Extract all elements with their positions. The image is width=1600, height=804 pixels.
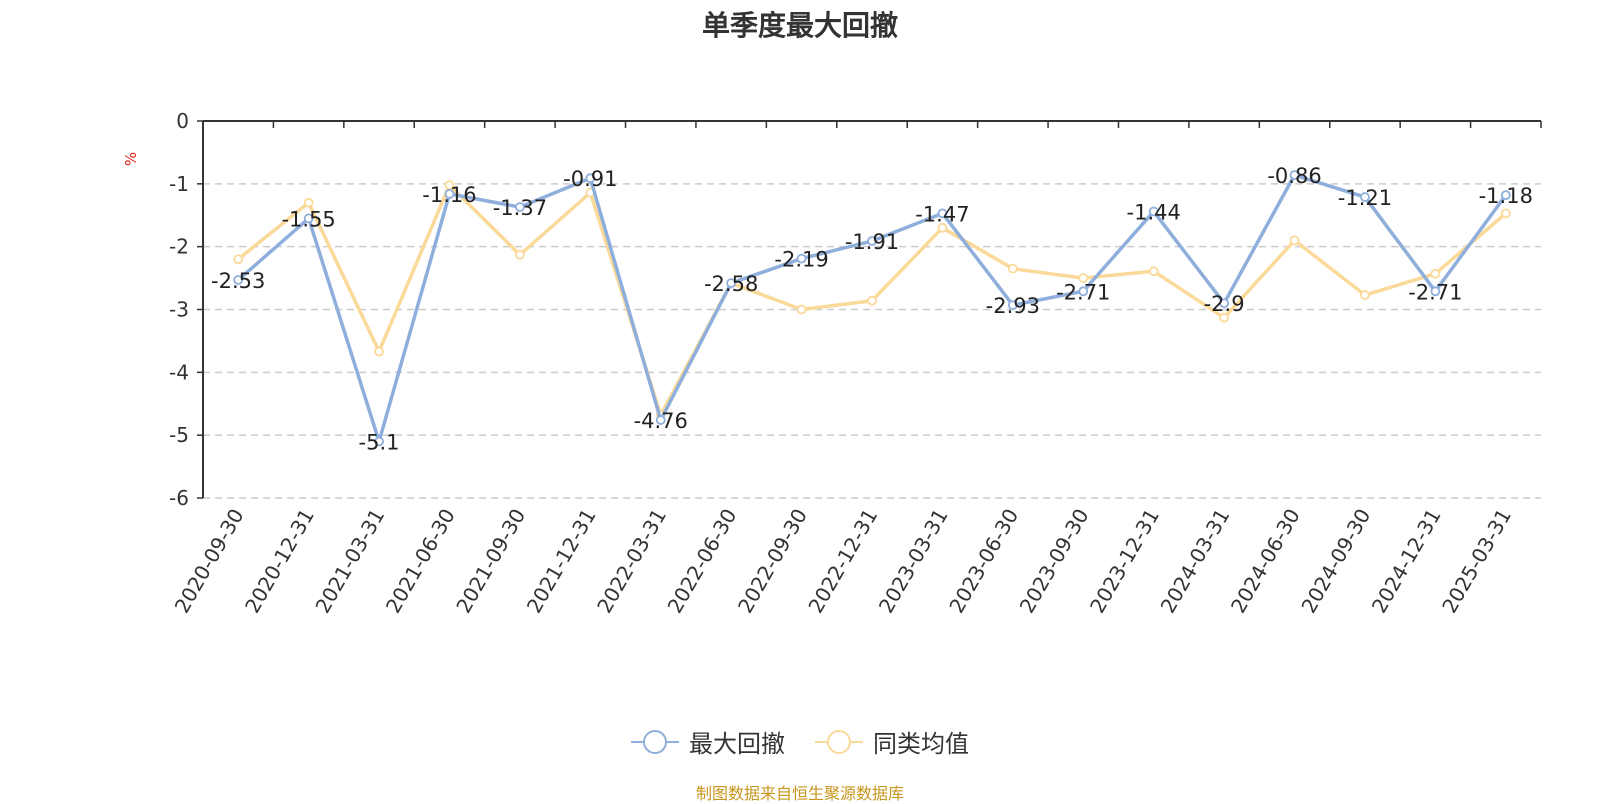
data-point-peer-average xyxy=(937,222,948,233)
x-tick-label: 2020-09-30 xyxy=(170,505,249,618)
x-tick-label: 2021-03-31 xyxy=(310,505,389,618)
data-point-max-drawdown xyxy=(655,415,666,425)
data-point-peer-average xyxy=(1500,208,1511,219)
x-tick-label: 2020-12-31 xyxy=(240,505,319,618)
x-tick-label: 2024-06-30 xyxy=(1226,505,1305,618)
data-point-max-drawdown xyxy=(796,253,807,264)
data-label: -2.58 xyxy=(704,272,758,296)
data-point-max-drawdown xyxy=(726,278,737,289)
data-label: -2.71 xyxy=(1408,280,1462,304)
data-label: -1.91 xyxy=(845,230,899,254)
data-label: -2.53 xyxy=(211,269,265,293)
series-line-max-drawdown xyxy=(237,173,1508,444)
x-tick-label: 2023-03-31 xyxy=(874,505,953,618)
data-label: -2.93 xyxy=(986,294,1040,318)
data-source-note: 制图数据来自恒生聚源数据库 xyxy=(695,784,904,803)
data-label: -1.55 xyxy=(281,207,335,231)
data-point-peer-average xyxy=(233,254,244,265)
x-tick-label: 2025-03-31 xyxy=(1437,505,1516,618)
data-point-max-drawdown xyxy=(444,188,455,199)
data-point-peer-average xyxy=(1360,290,1370,300)
legend: 最大回撤 同类均值 xyxy=(0,724,1600,759)
data-point-peer-average xyxy=(1430,268,1441,279)
data-label: -2.71 xyxy=(1056,280,1110,304)
data-point-max-drawdown xyxy=(1500,190,1511,201)
data-label: -1.16 xyxy=(422,183,476,207)
y-tick-label: -3 xyxy=(169,298,189,322)
legend-label-max-drawdown: 最大回撤 xyxy=(689,730,785,758)
x-tick-label: 2021-09-30 xyxy=(451,505,530,618)
y-tick-label: -5 xyxy=(169,423,189,447)
y-tick-label: 0 xyxy=(176,109,189,133)
y-tick-label: -1 xyxy=(169,172,189,196)
data-point-peer-average xyxy=(1078,273,1089,283)
y-tick-label: -6 xyxy=(169,486,189,510)
data-point-peer-average xyxy=(1289,235,1300,246)
y-tick-label: -2 xyxy=(169,235,189,259)
data-label: -1.47 xyxy=(915,202,969,226)
legend-swatch-peer-average xyxy=(815,729,863,755)
data-point-max-drawdown xyxy=(585,173,596,184)
y-tick-label: -4 xyxy=(169,360,189,384)
data-point-peer-average xyxy=(1219,312,1230,323)
data-point-peer-average xyxy=(1148,266,1159,277)
data-point-peer-average xyxy=(514,249,525,260)
legend-swatch-max-drawdown xyxy=(631,729,679,755)
data-label: -1.21 xyxy=(1338,186,1392,210)
data-point-max-drawdown xyxy=(514,202,525,212)
chart-title: 单季度最大回撤 xyxy=(701,9,898,42)
data-label: -2.9 xyxy=(1204,292,1245,316)
x-tick-label: 2024-09-30 xyxy=(1296,505,1375,618)
x-tick-label: 2022-06-30 xyxy=(663,505,742,618)
data-point-max-drawdown xyxy=(1219,298,1230,309)
data-point-max-drawdown xyxy=(374,436,384,447)
x-tick-label: 2022-09-30 xyxy=(733,505,812,618)
data-label: -0.91 xyxy=(563,167,617,191)
x-tick-label: 2024-12-31 xyxy=(1367,505,1446,618)
data-point-peer-average xyxy=(1007,263,1018,274)
x-tick-label: 2023-09-30 xyxy=(1015,505,1094,618)
data-point-peer-average xyxy=(796,304,807,315)
x-tick-label: 2022-12-31 xyxy=(803,505,882,618)
legend-item-max-drawdown[interactable]: 最大回撤 xyxy=(631,724,785,759)
data-label: -1.37 xyxy=(493,196,547,220)
x-tick-label: 2024-03-31 xyxy=(1156,505,1235,618)
x-tick-label: 2021-12-31 xyxy=(522,505,601,618)
data-point-max-drawdown xyxy=(1360,192,1370,202)
data-point-max-drawdown xyxy=(937,208,948,219)
x-tick-label: 2022-03-31 xyxy=(592,505,671,618)
data-point-max-drawdown xyxy=(1007,300,1018,311)
x-tick-label: 2023-12-31 xyxy=(1085,505,1164,618)
data-label: -4.76 xyxy=(634,409,688,433)
data-label: -5.1 xyxy=(359,430,400,454)
data-point-peer-average xyxy=(374,346,384,357)
data-point-max-drawdown xyxy=(1289,170,1300,180)
data-point-max-drawdown xyxy=(303,213,314,224)
data-label: -1.44 xyxy=(1127,200,1181,224)
line-chart: 0 -1 -2 -3 -4 -5 -62020-09-302020-12-312021-03… xyxy=(169,109,1542,618)
data-point-peer-average xyxy=(303,197,314,208)
data-point-max-drawdown xyxy=(1078,286,1089,297)
data-label: -0.86 xyxy=(1267,164,1321,188)
data-point-max-drawdown xyxy=(867,236,877,246)
data-label: -1.18 xyxy=(1479,184,1533,208)
data-point-max-drawdown xyxy=(1430,286,1441,297)
data-point-max-drawdown xyxy=(1148,206,1159,217)
x-tick-label: 2021-06-30 xyxy=(381,505,460,618)
data-label: -2.19 xyxy=(774,248,828,272)
x-tick-label: 2023-06-30 xyxy=(944,504,1023,617)
data-point-max-drawdown xyxy=(233,275,244,285)
legend-label-peer-average: 同类均值 xyxy=(873,730,969,758)
data-point-peer-average xyxy=(867,295,877,306)
legend-item-peer-average[interactable]: 同类均值 xyxy=(815,724,969,759)
